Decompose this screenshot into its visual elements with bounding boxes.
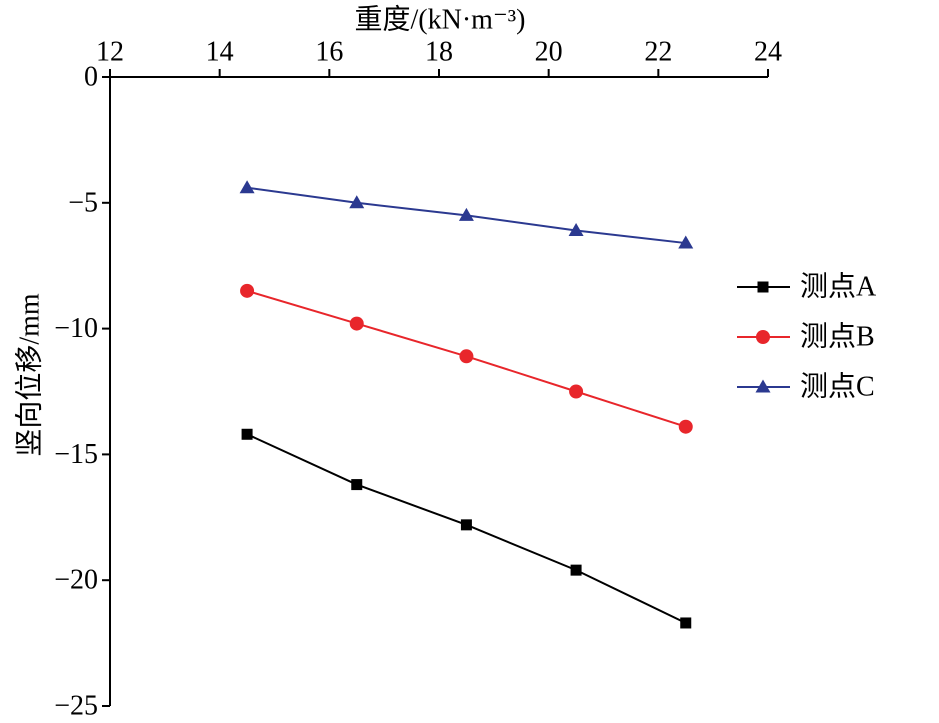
x-tick-label: 14 — [206, 37, 234, 68]
y-tick-label: −20 — [54, 565, 98, 596]
series-2 — [240, 283, 693, 434]
data-point — [568, 222, 584, 236]
x-tick-label: 20 — [535, 37, 563, 68]
legend-item: 测点A — [737, 272, 877, 303]
x-tick-label: 16 — [315, 37, 343, 68]
y-tick-label: −15 — [54, 439, 98, 470]
data-point — [459, 349, 474, 364]
data-point — [569, 384, 584, 399]
axes — [109, 76, 768, 706]
x-tick-label: 22 — [644, 37, 672, 68]
y-tick-label: −10 — [54, 313, 98, 344]
data-point — [458, 207, 474, 221]
data-point — [680, 617, 692, 629]
data-point — [349, 316, 364, 331]
y-axis-title: 竖向位移/mm — [14, 293, 46, 457]
data-point — [241, 428, 253, 440]
legend-marker — [757, 281, 769, 293]
data-point — [678, 419, 693, 434]
x-axis-title: 重度/(kN·m⁻³) — [355, 4, 526, 36]
legend-item: 测点B — [737, 322, 875, 353]
data-point — [460, 519, 472, 531]
legend-label: 测点B — [800, 322, 875, 353]
legend-marker — [755, 379, 771, 393]
data-point — [351, 479, 363, 491]
data-point — [349, 195, 365, 209]
x-tick-label: 24 — [754, 37, 782, 68]
data-point — [240, 283, 255, 298]
data-point — [570, 564, 582, 576]
legend: 测点A 测点B 测点C — [737, 272, 877, 403]
ticks: 12 14 16 18 20 22 24 0 −5 −10 −15 −20 −25 — [54, 37, 782, 722]
y-tick-label: −25 — [54, 691, 98, 722]
data-point — [678, 235, 694, 249]
series-1 — [241, 428, 692, 629]
x-tick-label: 12 — [96, 37, 124, 68]
plot-area — [239, 180, 694, 629]
legend-label: 测点C — [800, 372, 875, 403]
y-tick-label: 0 — [84, 62, 98, 93]
legend-label: 测点A — [800, 272, 877, 303]
x-tick-label: 18 — [425, 37, 453, 68]
y-tick-label: −5 — [68, 187, 98, 218]
data-point — [239, 180, 255, 194]
series-3 — [239, 180, 694, 249]
legend-marker — [756, 330, 770, 344]
legend-item: 测点C — [737, 372, 875, 403]
